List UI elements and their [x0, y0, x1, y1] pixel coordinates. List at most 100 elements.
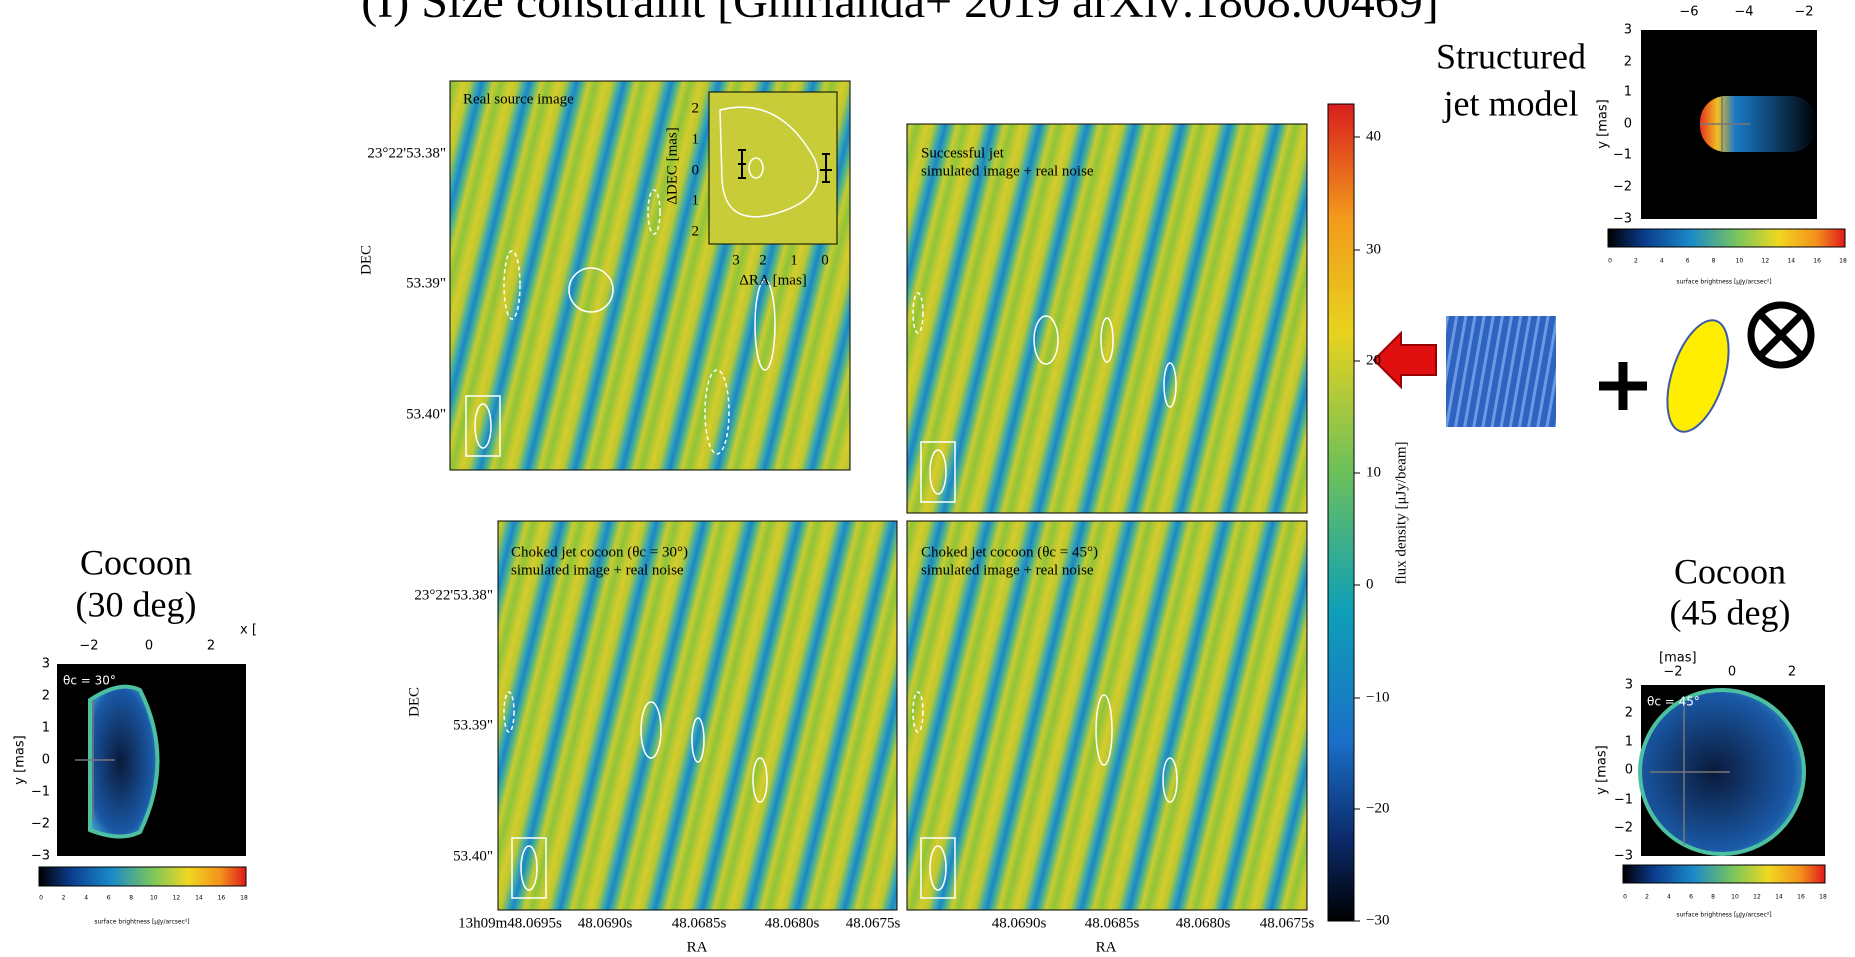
slide-title: (I) Size constraint [Ghirlanda+ 2019 arX… — [361, 0, 1438, 28]
colorbar-tick-label: 30 — [1366, 241, 1381, 257]
ra-tick-label: 48.0680s — [765, 915, 820, 931]
contour — [503, 691, 515, 733]
model-y-label: y [mas] — [1595, 745, 1610, 794]
model-y-tick: 0 — [1625, 763, 1633, 778]
model-y-tick: −3 — [1614, 849, 1633, 864]
model-y-tick: 2 — [1625, 706, 1633, 721]
panel-cocoon30 — [497, 520, 898, 911]
cbar-tick: 10 — [1731, 894, 1739, 901]
map — [497, 520, 898, 911]
cbar-tick: 14 — [1787, 258, 1795, 265]
model-x-tick: 2 — [207, 639, 215, 654]
contour — [912, 292, 924, 334]
cbar-tick: 2 — [1645, 894, 1649, 901]
model-title: jet model — [1442, 83, 1579, 123]
model-y-tick: −2 — [1614, 821, 1633, 836]
plus — [1599, 362, 1647, 410]
cbar-tick: 8 — [1712, 258, 1716, 265]
contour — [1163, 362, 1177, 408]
model-y-tick: 2 — [42, 689, 50, 704]
jet-shape — [1700, 96, 1817, 152]
cbar-tick: 0 — [39, 895, 43, 902]
arrow — [1372, 330, 1437, 390]
model-y-tick: −1 — [1614, 793, 1633, 808]
cbar-tick: 16 — [218, 895, 226, 902]
model-x-label: x [ — [240, 623, 257, 638]
inset-y-tick: 2 — [692, 223, 700, 239]
cbar-tick: 8 — [129, 895, 133, 902]
map — [906, 520, 1308, 911]
contour — [1095, 694, 1113, 766]
contour — [640, 701, 662, 759]
colorbar-tick-label: 0 — [1366, 576, 1374, 592]
contour — [748, 157, 764, 179]
ellipse — [1666, 319, 1730, 433]
colorbar-tick-label: 20 — [1366, 352, 1381, 368]
ra-tick-label: 48.0685s — [1085, 915, 1140, 931]
dec-tick-label: 53.40" — [453, 848, 493, 864]
dec-tick-label: 23°22'53.38" — [367, 145, 446, 161]
model-y-tick: 0 — [42, 753, 50, 768]
cbar-tick: 14 — [1775, 894, 1783, 901]
cbar-tick: 0 — [1608, 258, 1612, 265]
model-x-tick: 0 — [1728, 665, 1736, 680]
ra-tick-label: 48.0690s — [578, 915, 633, 931]
model-y-tick: −3 — [1613, 212, 1632, 227]
cbar-tick: 12 — [1753, 894, 1761, 901]
cbar-tick: 10 — [1736, 258, 1744, 265]
beam — [929, 449, 947, 495]
inset-y-tick: 2 — [692, 100, 700, 116]
beam-box — [920, 837, 956, 899]
model-y-tick: 1 — [1624, 85, 1632, 100]
cbar-tick: 2 — [62, 895, 66, 902]
model-y-tick: 0 — [1624, 117, 1632, 132]
inset-x-tick: 0 — [821, 252, 829, 268]
model-y-tick: 3 — [1625, 678, 1633, 693]
cbar-tick: 18 — [1839, 258, 1847, 265]
cbar-tick: 6 — [107, 895, 111, 902]
beam-box — [465, 395, 501, 457]
ra-tick-label: 48.0675s — [1260, 915, 1315, 931]
model-annotation: θc = 45° — [1647, 695, 1700, 709]
panel-cocoon45 — [906, 520, 1308, 911]
inset-y-tick: 1 — [692, 192, 700, 208]
contour — [754, 279, 776, 371]
contour — [704, 369, 730, 455]
contour — [1162, 757, 1178, 803]
crosshair — [1700, 96, 1750, 152]
ra-tick-label: 48.0680s — [1176, 915, 1231, 931]
inset-x-tick: 1 — [790, 252, 798, 268]
cbar-tick: 12 — [173, 895, 181, 902]
model-y-tick: 1 — [1625, 735, 1633, 750]
contour — [1033, 315, 1059, 365]
dec-axis-label: DEC — [358, 245, 374, 275]
contour — [752, 757, 768, 803]
colorbar — [1327, 103, 1355, 922]
cbar-tick: 16 — [1797, 894, 1805, 901]
inset-map — [708, 91, 838, 245]
inset-x-tick: 3 — [732, 252, 740, 268]
panel-label: simulated image + real noise — [511, 562, 684, 578]
colorbar-small — [1622, 864, 1826, 884]
model-y-tick: −2 — [31, 817, 50, 832]
contour — [719, 106, 819, 218]
inset-x-tick: 2 — [759, 252, 767, 268]
cbar-tick: 2 — [1634, 258, 1638, 265]
cbar-tick: 10 — [150, 895, 158, 902]
cocoon-shape — [88, 684, 160, 839]
panel-label: Choked jet cocoon (θc = 30°) — [511, 544, 688, 560]
cbar-label: surface brightness [μJy/arcsec²] — [1676, 279, 1771, 286]
cbar-tick: 4 — [1660, 258, 1664, 265]
beam — [520, 845, 538, 891]
inset-y-tick: 0 — [692, 162, 700, 178]
ra-tick-label: 48.0685s — [672, 915, 727, 931]
beam-box — [920, 441, 956, 503]
model-y-label: y [mas] — [13, 735, 28, 784]
circle-cross — [1747, 301, 1815, 369]
dec-axis-label: DEC — [406, 687, 422, 717]
dec-tick-label: 23°22'53.38" — [414, 587, 493, 603]
contour — [912, 691, 924, 733]
contour — [691, 717, 705, 763]
inset — [708, 91, 838, 245]
